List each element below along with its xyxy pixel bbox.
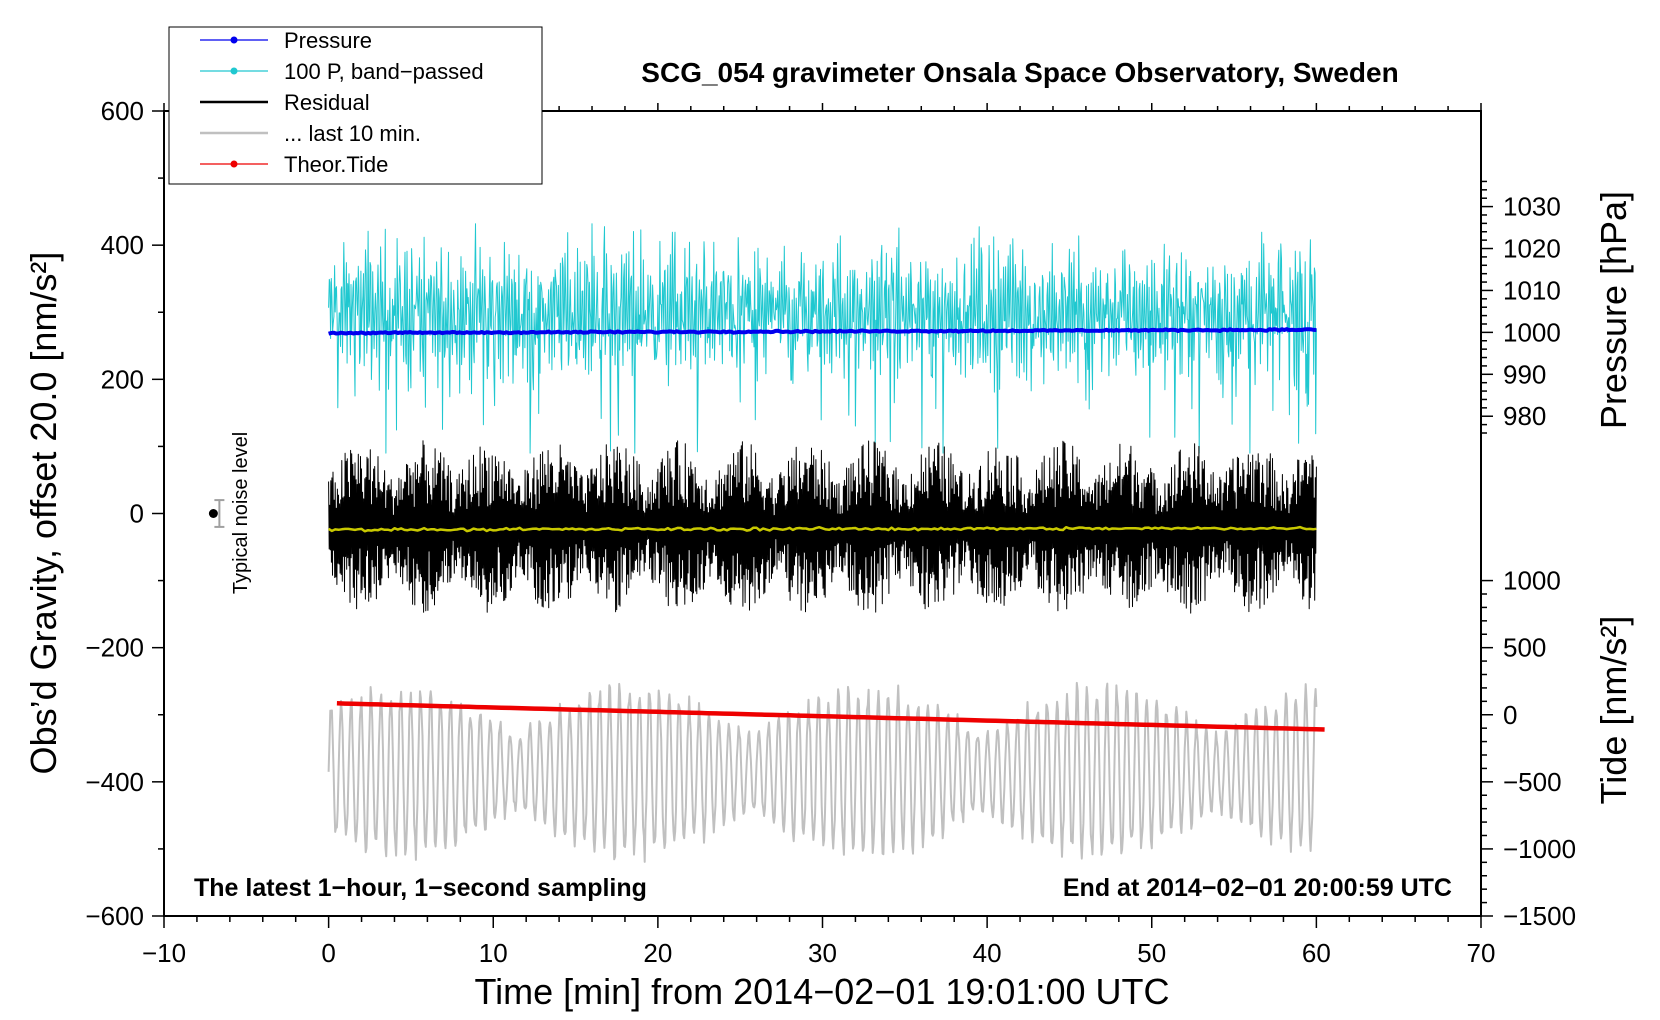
annotation-sampling: The latest 1−hour, 1−second sampling [194,874,647,902]
legend-label: Pressure [284,28,372,53]
legend-marker [230,36,238,44]
series-theoretical-tide [336,701,1325,732]
pressure-tick-label: 1030 [1503,192,1561,222]
pressure-tick-label: 1010 [1503,275,1561,305]
x-tick-label: 60 [1302,938,1331,968]
legend-marker [230,160,238,168]
series-pressure [328,327,1317,336]
pressure-tick-label: 980 [1503,401,1546,431]
noise-level-indicator: Typical noise level [208,432,252,594]
legend: Pressure 100 P, band−passed Residual ... la… [168,26,543,185]
noise-level-point [208,509,218,518]
y-tick-label: 200 [101,364,144,394]
x-axis-label: Time [min] from 2014−02−01 19:01:00 UTC [474,971,1169,1012]
ticks-layer: −10 0 10 20 30 40 50 60 70−600−400−2000200400600… [85,96,1576,968]
y-tick-label: −600 [85,901,144,931]
legend-box [168,26,543,185]
y-axis-label-pressure: Pressure [hPa] [1593,191,1634,429]
annotation-end-time: End at 2014−02−01 20:00:59 UTC [1063,874,1452,902]
chart-title: SCG_054 gravimeter Onsala Space Observat… [641,57,1398,88]
series-last-10-min [327,681,1318,863]
y-tick-label: −400 [85,767,144,797]
x-tick-label: −10 [142,938,186,968]
series-layer [327,223,1325,863]
noise-level-label: Typical noise level [230,432,252,594]
x-tick-label: 30 [808,938,837,968]
y-axis-label-left: Obs’d Gravity, offset 20.0 [nm/s²] [23,252,64,775]
tide-tick-label: −1500 [1503,901,1576,931]
legend-label: Residual [284,90,370,115]
tide-tick-label: 500 [1503,633,1546,663]
y-tick-label: 600 [101,96,144,126]
tide-tick-label: −1000 [1503,834,1576,864]
y-tick-label: −200 [85,633,144,663]
legend-marker [230,67,238,75]
tide-tick-label: 1000 [1503,566,1561,596]
series-residual-smoothed [327,525,1317,533]
tide-tick-label: −500 [1503,767,1562,797]
pressure-tick-label: 1020 [1503,234,1561,264]
x-tick-label: 50 [1137,938,1166,968]
x-tick-label: 70 [1467,938,1496,968]
x-tick-label: 0 [321,938,335,968]
y-tick-label: 400 [101,230,144,260]
y-tick-label: 0 [130,499,144,529]
tide-tick-label: 0 [1503,700,1517,730]
pressure-tick-label: 990 [1503,359,1546,389]
series-bandpassed-pressure [328,223,1317,454]
legend-label: Theor.Tide [284,152,388,177]
y-axis-label-tide: Tide [nm/s²] [1593,616,1634,805]
series-residual [328,440,1317,614]
x-tick-label: 40 [973,938,1002,968]
pressure-tick-label: 1000 [1503,317,1561,347]
legend-label: 100 P, band−passed [284,59,484,84]
x-tick-label: 20 [643,938,672,968]
x-tick-label: 10 [479,938,508,968]
legend-label: ... last 10 min. [284,121,421,146]
